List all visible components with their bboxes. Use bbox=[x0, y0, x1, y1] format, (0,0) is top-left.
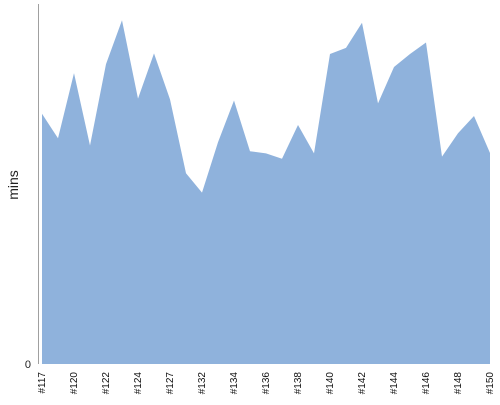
x-tick-label: #150 bbox=[485, 372, 496, 395]
x-tick-label: #144 bbox=[389, 372, 400, 395]
y-tick-label: 0 bbox=[25, 359, 31, 371]
x-tick-label: #120 bbox=[69, 372, 80, 395]
x-tick-label: #132 bbox=[197, 372, 208, 395]
x-tick-label: #117 bbox=[37, 372, 48, 394]
x-tick-label: #140 bbox=[325, 372, 336, 395]
x-tick-label: #148 bbox=[453, 372, 464, 395]
x-tick-label: #136 bbox=[261, 372, 272, 395]
x-tick-label: #122 bbox=[101, 372, 112, 395]
x-tick-label: #146 bbox=[421, 372, 432, 395]
x-tick-label: #142 bbox=[357, 372, 368, 395]
area-series bbox=[42, 20, 490, 364]
x-tick-label: #124 bbox=[133, 372, 144, 395]
x-tick-label: #127 bbox=[165, 372, 176, 395]
y-axis-label: mins bbox=[5, 170, 21, 200]
x-tick-label: #134 bbox=[229, 372, 240, 395]
x-tick-label: #138 bbox=[293, 372, 304, 395]
